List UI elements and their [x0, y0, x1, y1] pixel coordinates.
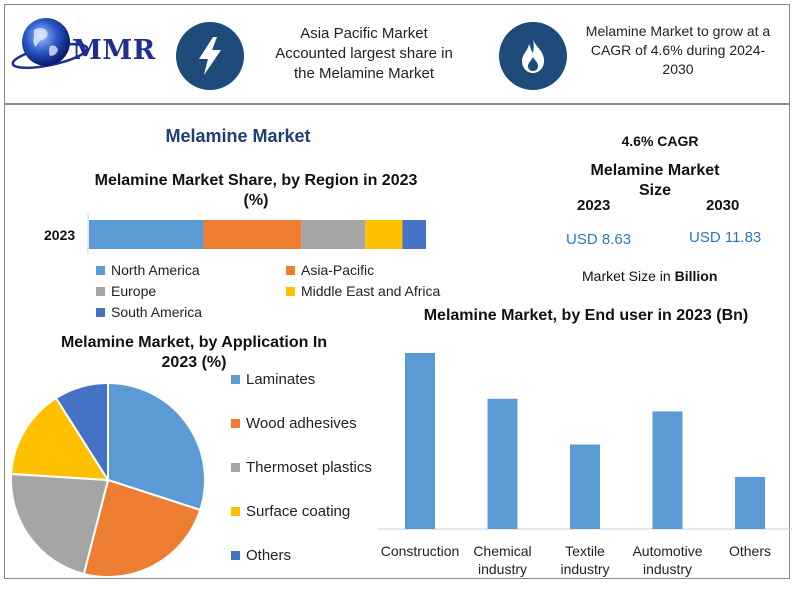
unit-bold: Billion: [674, 268, 718, 284]
label-line: Textile: [565, 543, 605, 559]
label-line: industry: [477, 561, 528, 577]
pie-slice-surface-coating: [10, 396, 110, 482]
header-icon-1: [176, 22, 244, 90]
market-size-title: Melamine Market Size: [590, 162, 720, 199]
enduser-bar-chart: [378, 353, 792, 530]
region-bar-south-america: [402, 220, 426, 249]
legend-label: Asia-Pacific: [301, 262, 375, 278]
legend-swatch: [231, 507, 240, 516]
lightning-bolt-icon: [199, 37, 221, 75]
legend-label: Surface coating: [246, 503, 351, 520]
region-bar-north-america: [89, 220, 204, 249]
region-bar-asia-pacific: [203, 220, 302, 249]
legend-label: South America: [111, 304, 203, 320]
enduser-chart-title: Melamine Market, by End user in 2023 (Bn…: [423, 307, 749, 324]
legend-label: Europe: [111, 283, 157, 299]
pie-slice-laminates: [107, 381, 206, 512]
region-legend-europe: Europe: [96, 283, 156, 299]
region-legend-north-america: North America: [96, 262, 200, 278]
application-chart-title: Melamine Market, by Application In 2023 …: [60, 334, 328, 371]
enduser-label-others: Others: [728, 543, 771, 559]
enduser-bar-others: [735, 476, 765, 529]
enduser-bar-construction: [405, 353, 435, 529]
legend-label: Thermoset plastics: [246, 459, 372, 476]
year-2023: 2023: [577, 197, 611, 214]
enduser-bar-chemical-industry: [487, 398, 518, 529]
pie-legend-wood-adhesives: Wood adhesives: [231, 415, 357, 432]
enduser-label-construction: Construction: [380, 543, 460, 559]
cagr-label: 4.6% CAGR: [621, 133, 699, 149]
region-legend-asia-pacific: Asia-Pacific: [286, 262, 374, 278]
region-bar-europe: [301, 220, 366, 249]
region-bar-chart: [87, 214, 426, 254]
application-pie-chart: [10, 381, 206, 578]
region-legend-south-america: South America: [96, 304, 202, 320]
logo-text: MMR: [72, 35, 156, 66]
header-divider: [4, 103, 790, 105]
pie-slice-wood-adhesives: [82, 478, 202, 578]
enduser-label-chemical-industry: Chemical industry: [453, 542, 553, 578]
legend-swatch: [231, 463, 240, 472]
legend-label: North America: [111, 262, 200, 278]
header-icon-2: [499, 22, 567, 90]
year-2030: 2030: [706, 197, 740, 214]
label-line: Chemical: [473, 543, 532, 559]
legend-swatch: [96, 307, 105, 317]
value-2030: USD 11.83: [689, 229, 762, 246]
pie-slice-thermoset-plastics: [10, 472, 110, 576]
unit-prefix: Market Size in: [582, 268, 675, 284]
pie-slice-others: [54, 381, 109, 484]
legend-label: Wood adhesives: [246, 415, 357, 432]
legend-swatch: [286, 265, 295, 275]
region-bar-middle-east-and-africa: [365, 220, 403, 249]
market-size-unit: Market Size in Billion: [582, 268, 717, 284]
region-chart-title: Melamine Market Share, by Region in 2023…: [94, 172, 418, 209]
enduser-bar-textile-industry: [570, 444, 600, 529]
pie-legend-surface-coating: Surface coating: [231, 503, 350, 520]
legend-swatch: [231, 419, 240, 428]
globe-icon: [11, 18, 89, 70]
legend-label: Others: [246, 547, 292, 564]
flame-icon: [522, 39, 544, 73]
pie-legend-thermoset-plastics: Thermoset plastics: [231, 459, 372, 476]
pie-legend-others: Others: [231, 547, 291, 564]
label-line: industry: [560, 561, 610, 577]
header-text-1: Asia Pacific Market Accounted largest sh…: [275, 25, 453, 82]
enduser-label-automotive-industry: Automotive industry: [618, 542, 718, 578]
pie-legend-laminates: Laminates: [231, 371, 315, 388]
label-line: industry: [642, 561, 693, 577]
infographic-frame: [4, 4, 790, 579]
enduser-bar-automotive-industry: [652, 411, 683, 529]
main-title: Melamine Market: [165, 126, 311, 146]
region-legend-middle-east-and-africa: Middle East and Africa: [286, 283, 440, 299]
legend-swatch: [96, 286, 105, 296]
region-category-label: 2023: [44, 227, 76, 243]
legend-swatch: [231, 551, 240, 560]
legend-swatch: [286, 286, 295, 296]
value-2023: USD 8.63: [566, 231, 632, 248]
legend-label: Laminates: [246, 371, 316, 388]
legend-swatch: [96, 265, 105, 275]
legend-swatch: [231, 375, 240, 384]
header-text-2: Melamine Market to grow at a CAGR of 4.6…: [585, 23, 771, 77]
enduser-label-textile-industry: Textile industry: [535, 542, 635, 578]
label-line: Automotive: [632, 543, 703, 559]
legend-label: Middle East and Africa: [301, 283, 441, 299]
